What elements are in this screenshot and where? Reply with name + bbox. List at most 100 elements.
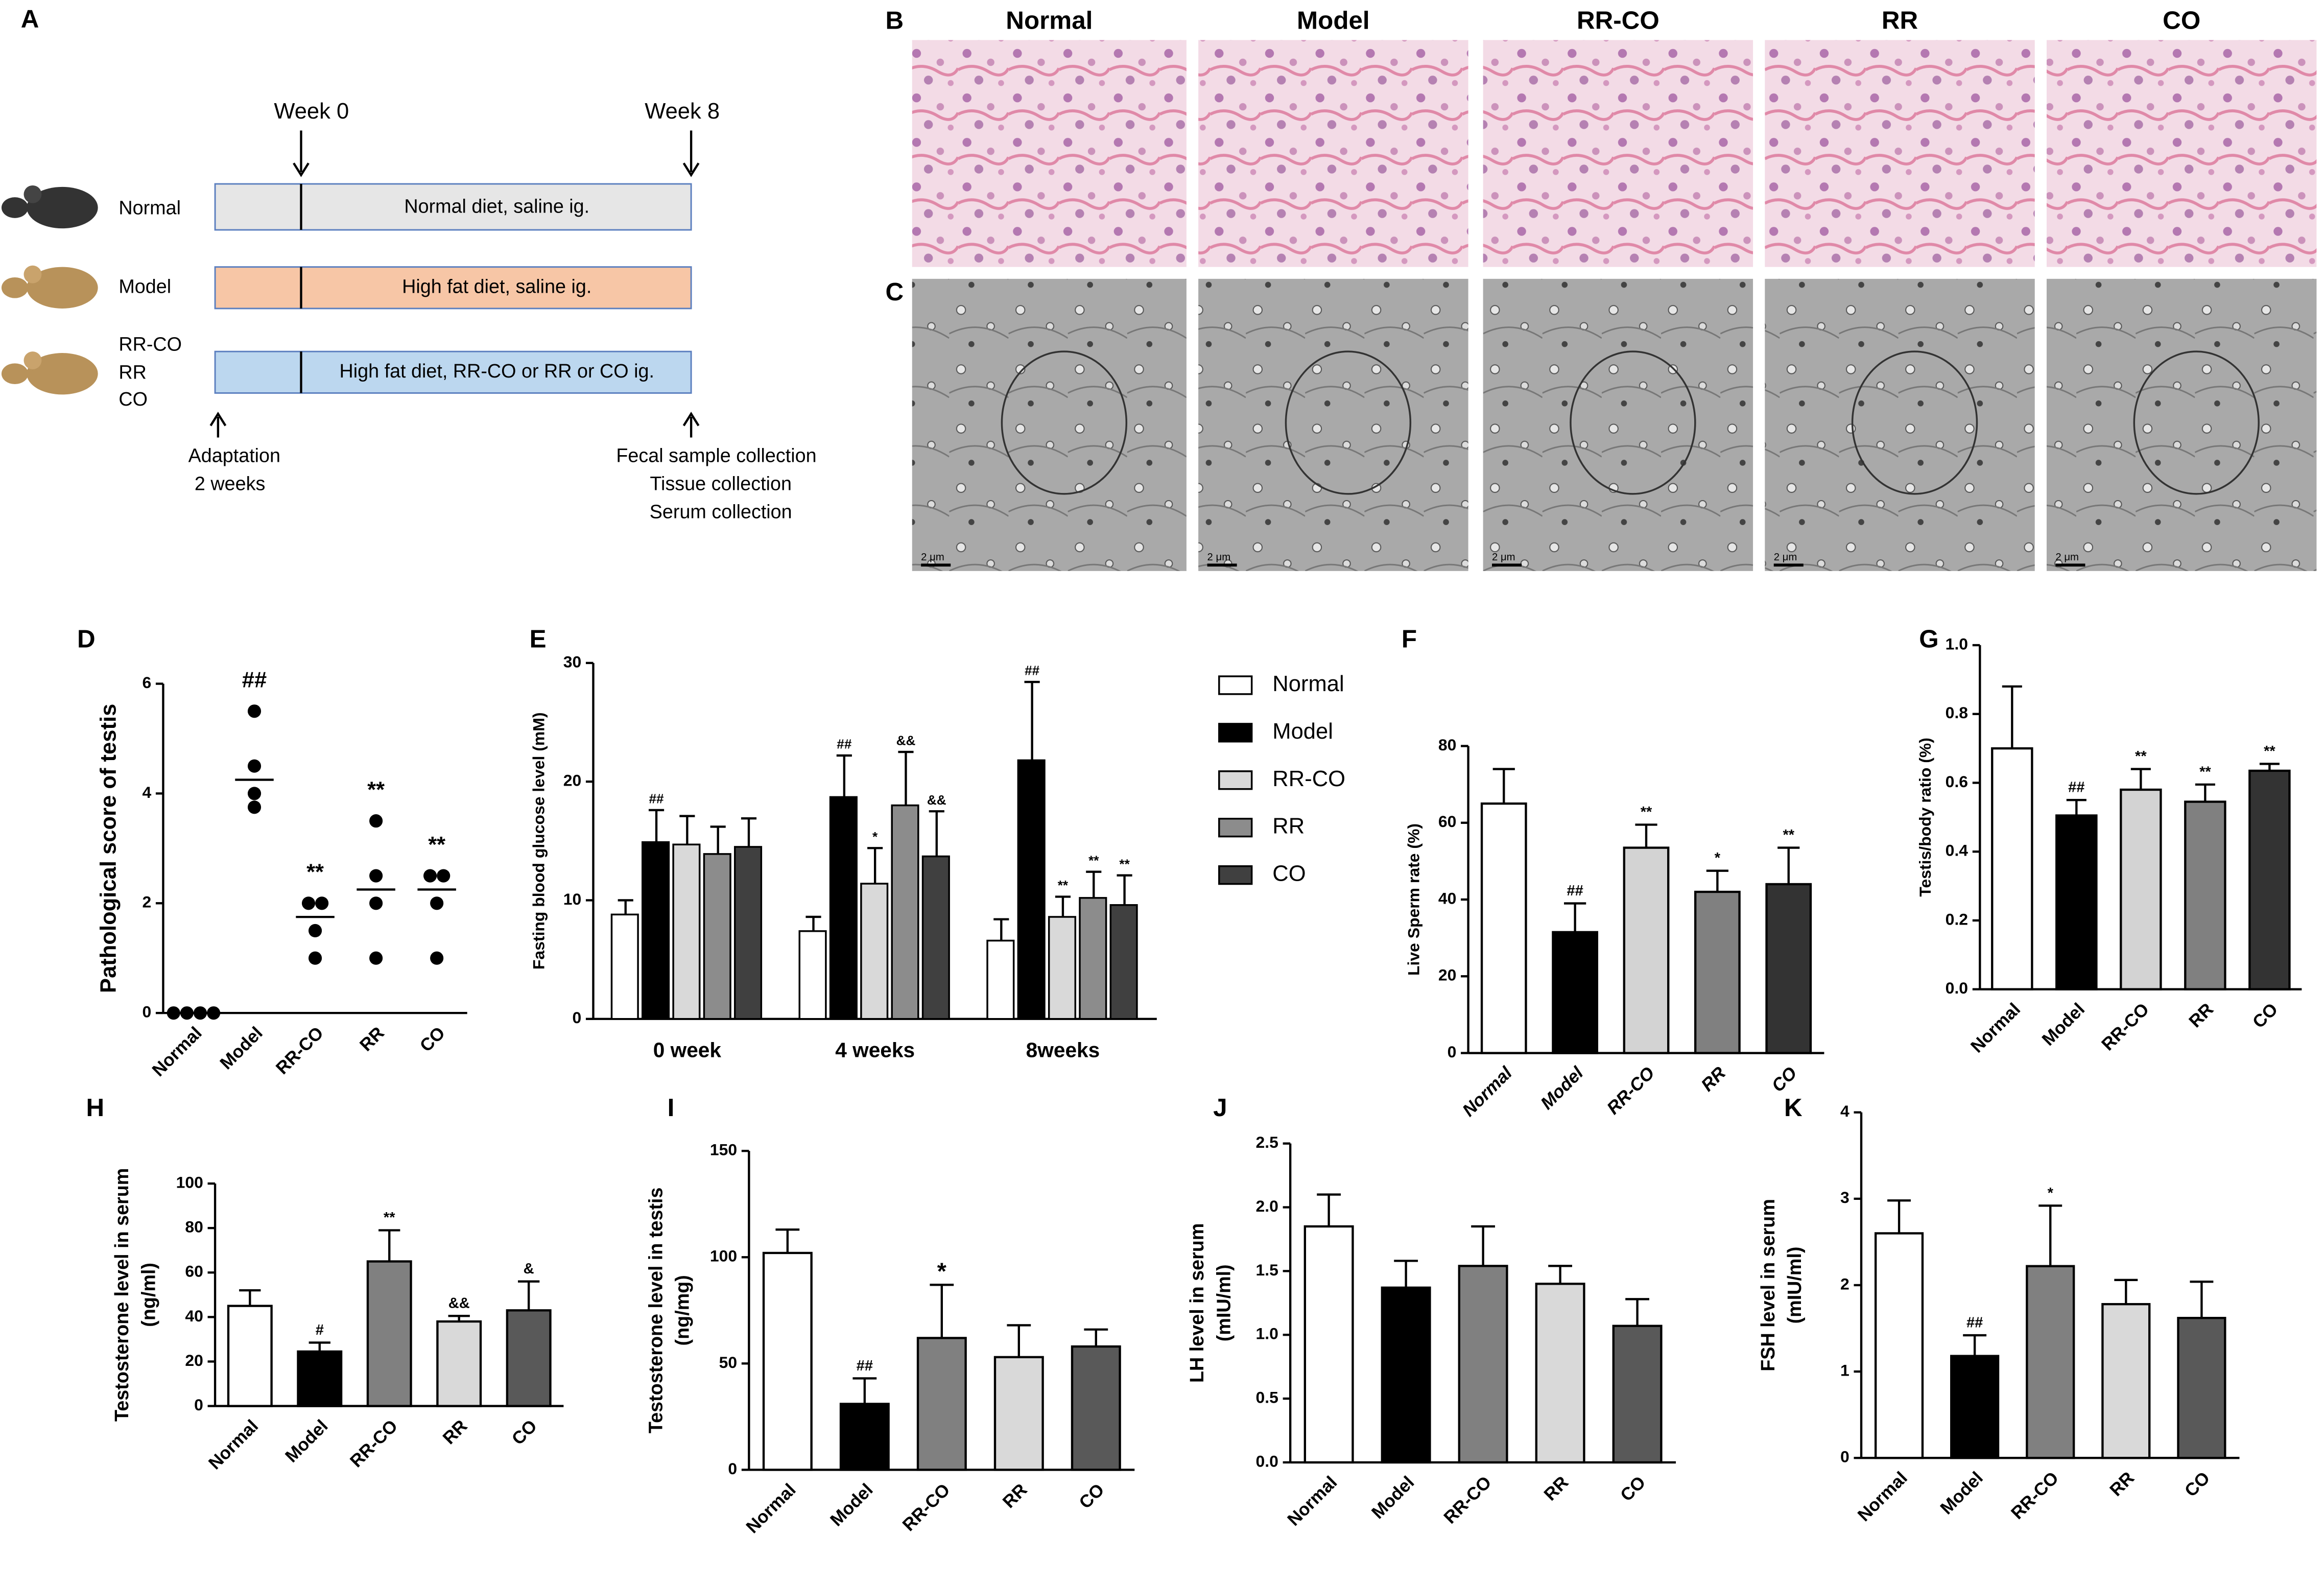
x-tick-label: Model xyxy=(826,1480,877,1530)
x-tick-label: RR xyxy=(439,1416,471,1448)
annotation: ** xyxy=(1058,878,1069,893)
annotation: ** xyxy=(1783,827,1794,843)
bar xyxy=(993,1356,1044,1471)
bar xyxy=(1381,1286,1431,1464)
y-axis-label: (ng/ml) xyxy=(137,1263,159,1327)
y-tick-label: 0 xyxy=(728,1459,737,1478)
panel-letter: G xyxy=(1919,625,1938,653)
error-bar xyxy=(448,1315,470,1322)
y-tick-label: 2 xyxy=(142,893,151,911)
y-tick-label: 40 xyxy=(185,1307,203,1325)
x-tick-label: Model xyxy=(216,1023,267,1074)
error-bar xyxy=(1471,1225,1496,1266)
micrograph xyxy=(1483,278,1753,571)
annotation: ## xyxy=(1966,1314,1983,1331)
group-label: CO xyxy=(118,388,148,410)
data-point xyxy=(309,951,322,965)
bar xyxy=(1552,931,1599,1054)
timeline-bar xyxy=(214,183,692,231)
data-point xyxy=(207,1006,221,1020)
annotation: ** xyxy=(1119,856,1130,871)
timeline-bar xyxy=(214,266,692,310)
group-label: Normal xyxy=(118,197,181,218)
y-tick-label: 0 xyxy=(1840,1448,1849,1466)
x-tick-label: RR xyxy=(356,1023,388,1055)
micrograph xyxy=(1483,40,1753,267)
x-tick-label: RR-CO xyxy=(2007,1468,2062,1523)
error-bar xyxy=(2038,1204,2062,1266)
y-tick-label: 2.0 xyxy=(1256,1197,1278,1215)
data-point xyxy=(423,869,437,883)
error-bar xyxy=(2195,783,2215,802)
bar-label: High fat diet, saline ig. xyxy=(402,275,591,297)
bar xyxy=(1694,890,1741,1054)
data-point xyxy=(437,869,450,883)
error-bar xyxy=(679,815,695,845)
data-point xyxy=(369,896,383,910)
x-tick-label: CO xyxy=(416,1023,449,1056)
panel-letter: D xyxy=(77,625,96,653)
scale-label: 2 μm xyxy=(1207,552,1231,563)
data-point xyxy=(247,800,262,814)
error-bar xyxy=(2002,685,2022,749)
x-tick-label: CO xyxy=(2181,1468,2214,1501)
error-bar xyxy=(775,1228,800,1253)
legend-label: CO xyxy=(1272,862,1306,886)
error-bar xyxy=(648,809,665,842)
histology: B C Normal 2 μm Model 2 μm RR-CO 2 μm RR 2 μm CO… xyxy=(885,7,2317,571)
note: Serum collection xyxy=(650,501,792,523)
arrow xyxy=(682,411,700,438)
bar xyxy=(227,1305,273,1407)
bar xyxy=(1480,802,1527,1054)
week-label: Week 0 xyxy=(274,99,349,124)
bar xyxy=(762,1251,813,1471)
error-bar xyxy=(1564,902,1586,932)
bar xyxy=(1109,904,1138,1020)
column-title: CO xyxy=(2163,7,2200,35)
timeline-bar xyxy=(214,350,692,394)
bar-label: High fat diet, RR-CO or RR or CO ig. xyxy=(340,360,654,382)
note: Adaptation xyxy=(188,444,280,466)
bar xyxy=(891,804,919,1020)
arrow xyxy=(209,411,227,438)
bar xyxy=(1612,1325,1663,1464)
bar xyxy=(1991,747,2033,990)
bar xyxy=(986,939,1015,1020)
annotation: ** xyxy=(306,860,324,885)
x-tick-label: Normal xyxy=(1459,1062,1516,1120)
bar xyxy=(1458,1265,1508,1464)
y-axis-label: FSH level in serum xyxy=(1757,1199,1778,1372)
bar xyxy=(642,841,670,1020)
panel-letter: A xyxy=(21,5,39,33)
x-tick-label: RR-CO xyxy=(346,1416,401,1471)
annotation: # xyxy=(316,1322,324,1338)
error-bar xyxy=(2190,1280,2214,1318)
y-tick-label: 0.2 xyxy=(1946,910,1968,928)
annotation: && xyxy=(896,733,916,748)
arrow xyxy=(682,130,700,177)
annotation: ** xyxy=(367,778,385,802)
bar xyxy=(1765,883,1812,1054)
y-tick-label: 0.4 xyxy=(1946,841,1969,860)
x-tick-label: CO xyxy=(1075,1480,1108,1513)
bar xyxy=(1079,897,1107,1020)
x-tick-label: Model xyxy=(281,1416,332,1467)
data-point xyxy=(247,759,262,773)
error-bar xyxy=(1117,874,1132,905)
scale-label: 2 μm xyxy=(1492,552,1515,563)
annotation: * xyxy=(872,829,878,844)
y-tick-label: 20 xyxy=(563,771,582,790)
data-point xyxy=(167,1006,180,1020)
mouse-icon xyxy=(1,351,98,395)
error-bar xyxy=(1492,768,1515,804)
bar xyxy=(1874,1232,1924,1459)
legend-label: RR xyxy=(1272,814,1305,839)
annotation: ** xyxy=(1641,804,1652,820)
y-axis-label: Testis/body ratio (%) xyxy=(1916,738,1934,897)
note: Fecal sample collection xyxy=(616,444,816,466)
error-bar xyxy=(836,754,852,797)
y-axis-label: Testosterone level in serum xyxy=(111,1168,132,1422)
y-tick-label: 150 xyxy=(710,1141,737,1159)
error-bar xyxy=(2066,799,2086,816)
